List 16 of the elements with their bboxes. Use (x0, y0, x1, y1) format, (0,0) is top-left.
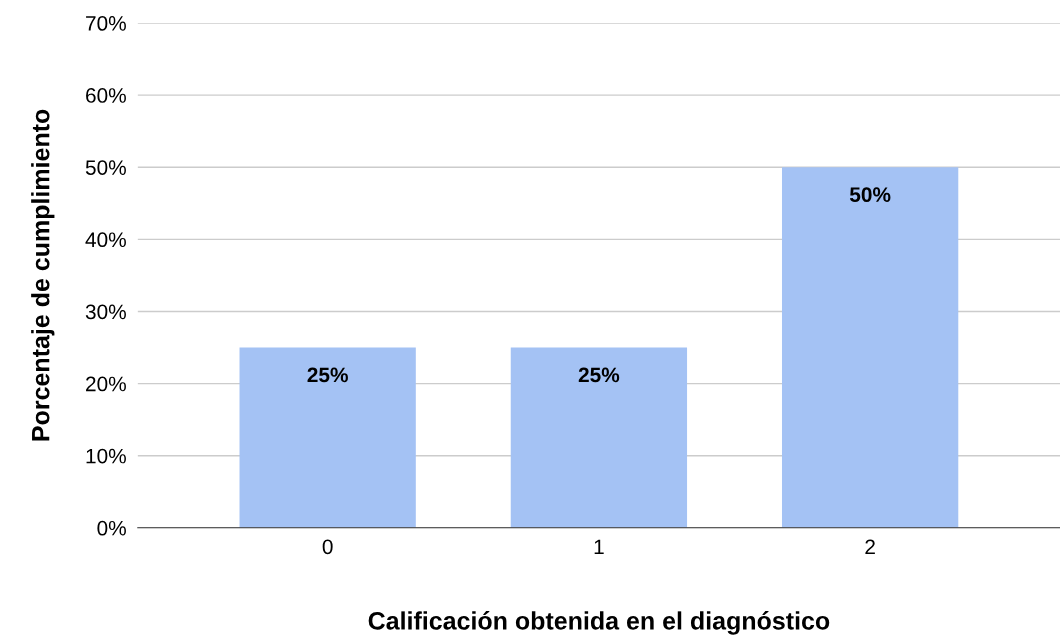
y-tick-label: 30% (85, 304, 126, 320)
x-tick-label: 1 (594, 539, 604, 555)
y-tick-label: 40% (85, 232, 126, 248)
y-axis-title: Porcentaje de cumplimiento (31, 109, 55, 441)
y-tick-label: 60% (86, 88, 126, 103)
data-label: 25% (578, 367, 620, 383)
x-axis-title: Calificación obtenida en el diagnóstico (368, 611, 830, 635)
data-label: 25% (307, 367, 348, 383)
x-tick-label: 2 (865, 539, 875, 555)
data-label: 50% (849, 187, 891, 203)
y-tick-label: 0% (97, 520, 126, 536)
y-tick-label: 70% (86, 16, 126, 31)
x-tick-label: 0 (322, 539, 333, 555)
y-tick-label: 50% (85, 160, 126, 175)
y-tick-label: 20% (86, 376, 126, 392)
y-tick-label: 10% (86, 448, 126, 464)
